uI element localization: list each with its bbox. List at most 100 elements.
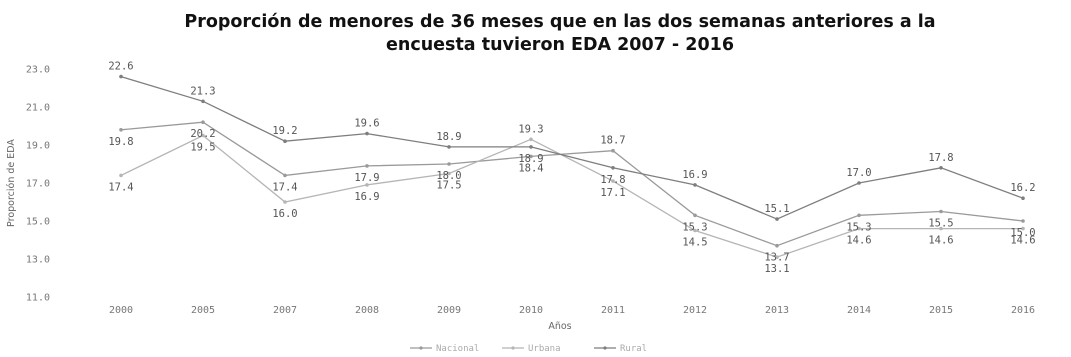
x-tick-label: 2013 xyxy=(765,305,789,316)
data-point xyxy=(447,145,451,149)
data-label: 19.6 xyxy=(354,118,379,130)
data-label: 14.5 xyxy=(682,237,707,249)
data-point xyxy=(775,217,779,221)
data-labels: 19.8 20.2 17.4 17.9 18.0 18.4 18.7 15.3 13.7 15.3… xyxy=(108,61,1035,276)
data-label: 15.3 xyxy=(682,221,707,233)
legend-label: Rural xyxy=(620,344,647,354)
data-label: 17.4 xyxy=(108,181,133,193)
y-tick-label: 19.0 xyxy=(26,141,50,152)
y-tick-label: 11.0 xyxy=(26,293,50,304)
data-label: 16.2 xyxy=(1010,182,1035,194)
data-label: 15.3 xyxy=(846,221,871,233)
data-point xyxy=(693,228,697,233)
data-point xyxy=(365,183,369,187)
data-point xyxy=(119,74,123,79)
y-tick-label: 17.0 xyxy=(26,179,50,190)
x-tick-label: 2015 xyxy=(929,305,953,316)
y-tick-label: 13.0 xyxy=(26,255,50,266)
data-point xyxy=(693,183,697,187)
series-line-nacional xyxy=(120,121,1024,247)
data-point xyxy=(611,179,615,183)
data-label: 16.9 xyxy=(682,169,707,181)
data-point xyxy=(365,131,369,136)
data-point xyxy=(857,213,861,218)
data-label: 19.8 xyxy=(108,136,133,148)
data-label: 19.5 xyxy=(190,142,215,154)
data-point xyxy=(1021,219,1025,223)
y-tick-label: 21.0 xyxy=(26,103,50,114)
data-point xyxy=(119,128,123,132)
data-label: 18.9 xyxy=(518,153,543,165)
legend-marker xyxy=(511,346,515,350)
data-point xyxy=(529,137,533,142)
data-label: 17.5 xyxy=(436,180,461,192)
legend-label: Urbana xyxy=(528,344,561,354)
y-axis-label: Proporción de EDA xyxy=(6,139,17,227)
x-tick-label: 2000 xyxy=(109,305,133,316)
data-label: 22.6 xyxy=(108,61,133,73)
data-label: 15.1 xyxy=(764,203,789,215)
y-tick-label: 15.0 xyxy=(26,217,50,228)
series-line-urbana xyxy=(120,134,1023,258)
data-label: 18.7 xyxy=(600,135,625,147)
data-label: 18.0 xyxy=(436,170,461,182)
legend-marker xyxy=(419,346,423,350)
data-label: 13.7 xyxy=(764,252,789,264)
data-label: 14.6 xyxy=(1010,235,1035,247)
data-point xyxy=(693,213,697,218)
data-point xyxy=(283,173,287,178)
data-point xyxy=(611,148,615,153)
data-point xyxy=(201,99,205,104)
x-tick-label: 2016 xyxy=(1011,305,1035,316)
series-lines xyxy=(119,74,1025,259)
data-point xyxy=(939,166,943,170)
x-axis-ticks: 2000 2005 2007 2008 2009 2010 2011 2012 2013 2014… xyxy=(109,305,1035,316)
x-tick-label: 2010 xyxy=(519,305,543,316)
data-point xyxy=(529,145,533,149)
data-point xyxy=(939,209,943,214)
legend-label: Nacional xyxy=(436,344,479,354)
data-label: 14.6 xyxy=(928,235,953,247)
data-point xyxy=(775,243,779,248)
data-label: 19.3 xyxy=(518,123,543,135)
x-tick-label: 2011 xyxy=(601,305,625,316)
data-label: 20.2 xyxy=(190,128,215,140)
data-point xyxy=(775,255,779,259)
x-tick-label: 2009 xyxy=(437,305,461,316)
data-label: 17.8 xyxy=(928,152,953,164)
data-label: 16.0 xyxy=(272,208,297,220)
data-label: 15.0 xyxy=(1010,227,1035,239)
data-label: 15.5 xyxy=(928,218,953,230)
data-label: 21.3 xyxy=(190,85,215,97)
data-point xyxy=(611,166,615,170)
x-tick-label: 2008 xyxy=(355,305,379,316)
data-point xyxy=(1021,226,1025,231)
data-label: 13.1 xyxy=(764,263,789,275)
data-label: 17.8 xyxy=(600,174,625,186)
data-point xyxy=(119,173,123,178)
x-tick-label: 2012 xyxy=(683,305,707,316)
y-tick-label: 23.0 xyxy=(26,65,50,76)
data-label: 19.2 xyxy=(272,125,297,137)
chart-title-line1: Proporción de menores de 36 meses que en… xyxy=(184,12,935,32)
data-point xyxy=(283,139,287,143)
data-point xyxy=(857,226,861,231)
series-line-rural xyxy=(120,75,1024,220)
x-axis-label: Años xyxy=(548,321,571,332)
y-axis-ticks: 11.0 13.0 15.0 17.0 19.0 21.0 23.0 xyxy=(26,65,50,304)
data-point xyxy=(529,154,533,159)
data-label: 14.6 xyxy=(846,235,871,247)
data-point xyxy=(201,120,205,124)
legend-marker xyxy=(603,346,607,350)
data-label: 16.9 xyxy=(354,191,379,203)
chart-title-line2: encuesta tuvieron EDA 2007 - 2016 xyxy=(386,35,734,55)
data-label: 18.9 xyxy=(436,131,461,143)
data-label: 17.1 xyxy=(600,187,625,199)
x-tick-label: 2005 xyxy=(191,305,215,316)
data-point xyxy=(939,226,943,231)
data-point xyxy=(447,162,451,166)
data-point xyxy=(447,171,451,176)
data-label: 17.4 xyxy=(272,181,297,193)
data-point xyxy=(365,164,369,168)
